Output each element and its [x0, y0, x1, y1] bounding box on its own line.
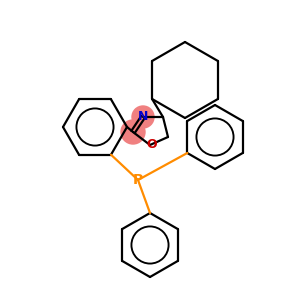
Text: P: P [133, 173, 143, 187]
Text: O: O [147, 139, 157, 152]
Circle shape [132, 106, 154, 128]
Text: N: N [138, 110, 148, 124]
Circle shape [121, 120, 145, 144]
